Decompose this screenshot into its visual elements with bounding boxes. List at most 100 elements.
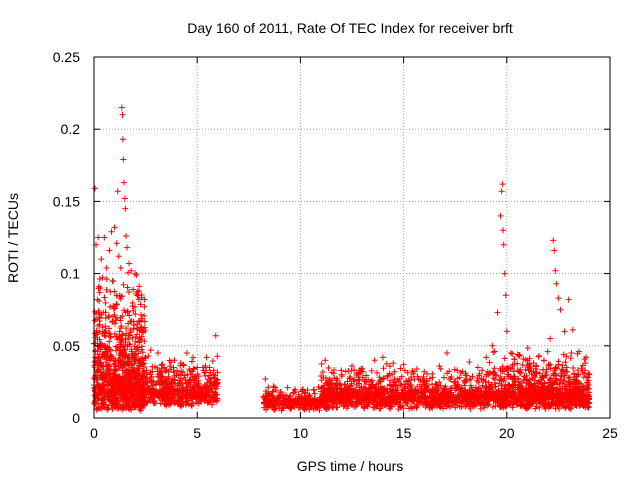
data-point bbox=[392, 387, 399, 394]
data-point bbox=[267, 392, 274, 399]
data-point bbox=[531, 374, 538, 381]
data-point bbox=[411, 388, 418, 395]
data-point bbox=[500, 241, 507, 248]
data-point bbox=[262, 397, 269, 404]
data-point bbox=[119, 336, 126, 343]
data-point bbox=[432, 388, 439, 395]
data-point bbox=[499, 368, 506, 375]
data-point bbox=[165, 373, 172, 380]
data-point bbox=[209, 357, 216, 364]
data-point bbox=[145, 353, 152, 360]
data-point bbox=[436, 401, 443, 408]
data-point bbox=[536, 404, 543, 411]
data-point bbox=[345, 391, 352, 398]
data-point bbox=[318, 394, 325, 401]
data-point bbox=[536, 352, 543, 359]
data-point bbox=[375, 401, 382, 408]
data-point bbox=[131, 343, 138, 350]
data-point bbox=[96, 289, 103, 296]
data-point bbox=[94, 369, 101, 376]
data-point bbox=[202, 363, 209, 370]
data-point bbox=[184, 371, 191, 378]
data-point bbox=[126, 383, 133, 390]
data-point bbox=[331, 383, 338, 390]
data-point bbox=[520, 355, 527, 362]
data-point bbox=[548, 396, 555, 403]
data-point bbox=[197, 391, 204, 398]
data-point bbox=[141, 296, 148, 303]
data-point bbox=[131, 370, 138, 377]
data-point bbox=[550, 237, 557, 244]
data-point bbox=[580, 385, 587, 392]
data-point bbox=[145, 394, 152, 401]
data-point bbox=[485, 401, 492, 408]
data-point bbox=[337, 388, 344, 395]
data-point bbox=[154, 350, 161, 357]
data-point bbox=[322, 375, 329, 382]
data-point bbox=[526, 401, 533, 408]
data-point bbox=[130, 286, 137, 293]
data-point bbox=[469, 391, 476, 398]
data-point bbox=[302, 390, 309, 397]
data-point bbox=[263, 401, 270, 408]
data-point bbox=[134, 344, 141, 351]
data-point bbox=[115, 386, 122, 393]
data-point bbox=[318, 373, 325, 380]
data-point bbox=[330, 399, 337, 406]
data-point bbox=[455, 397, 462, 404]
data-point bbox=[552, 405, 559, 412]
data-point bbox=[118, 390, 125, 397]
data-point bbox=[394, 376, 401, 383]
data-point bbox=[559, 362, 566, 369]
data-point bbox=[118, 341, 125, 348]
data-point bbox=[261, 404, 268, 411]
data-point bbox=[397, 365, 404, 372]
data-point bbox=[152, 400, 159, 407]
data-point bbox=[123, 330, 130, 337]
data-point bbox=[512, 378, 519, 385]
data-point bbox=[563, 364, 570, 371]
data-point bbox=[202, 372, 209, 379]
data-point bbox=[411, 403, 418, 410]
data-point bbox=[319, 384, 326, 391]
data-point bbox=[383, 360, 390, 367]
data-point bbox=[328, 369, 335, 376]
data-point bbox=[111, 288, 118, 295]
data-point bbox=[369, 377, 376, 384]
data-point bbox=[101, 329, 108, 336]
data-point bbox=[368, 367, 375, 374]
data-point bbox=[479, 382, 486, 389]
data-point bbox=[584, 379, 591, 386]
data-point bbox=[354, 398, 361, 405]
data-point bbox=[149, 363, 156, 370]
data-point bbox=[370, 399, 377, 406]
data-point bbox=[516, 368, 523, 375]
data-point bbox=[386, 363, 393, 370]
data-point bbox=[547, 335, 554, 342]
data-point bbox=[553, 280, 560, 287]
data-point bbox=[367, 384, 374, 391]
data-point bbox=[265, 384, 272, 391]
data-point bbox=[137, 301, 144, 308]
data-point bbox=[509, 361, 516, 368]
data-point bbox=[119, 313, 126, 320]
data-point bbox=[124, 244, 131, 251]
data-point bbox=[107, 389, 114, 396]
data-point bbox=[172, 400, 179, 407]
data-point bbox=[343, 395, 350, 402]
data-point bbox=[501, 386, 508, 393]
data-point bbox=[138, 401, 145, 408]
data-point bbox=[417, 376, 424, 383]
data-point bbox=[474, 364, 481, 371]
data-point bbox=[338, 393, 345, 400]
data-point bbox=[102, 314, 109, 321]
data-point bbox=[526, 355, 533, 362]
data-point bbox=[410, 368, 417, 375]
data-point bbox=[422, 394, 429, 401]
data-point bbox=[510, 401, 517, 408]
data-point bbox=[127, 369, 134, 376]
data-point bbox=[517, 383, 524, 390]
data-point bbox=[136, 335, 143, 342]
data-point bbox=[375, 391, 382, 398]
data-point bbox=[557, 385, 564, 392]
